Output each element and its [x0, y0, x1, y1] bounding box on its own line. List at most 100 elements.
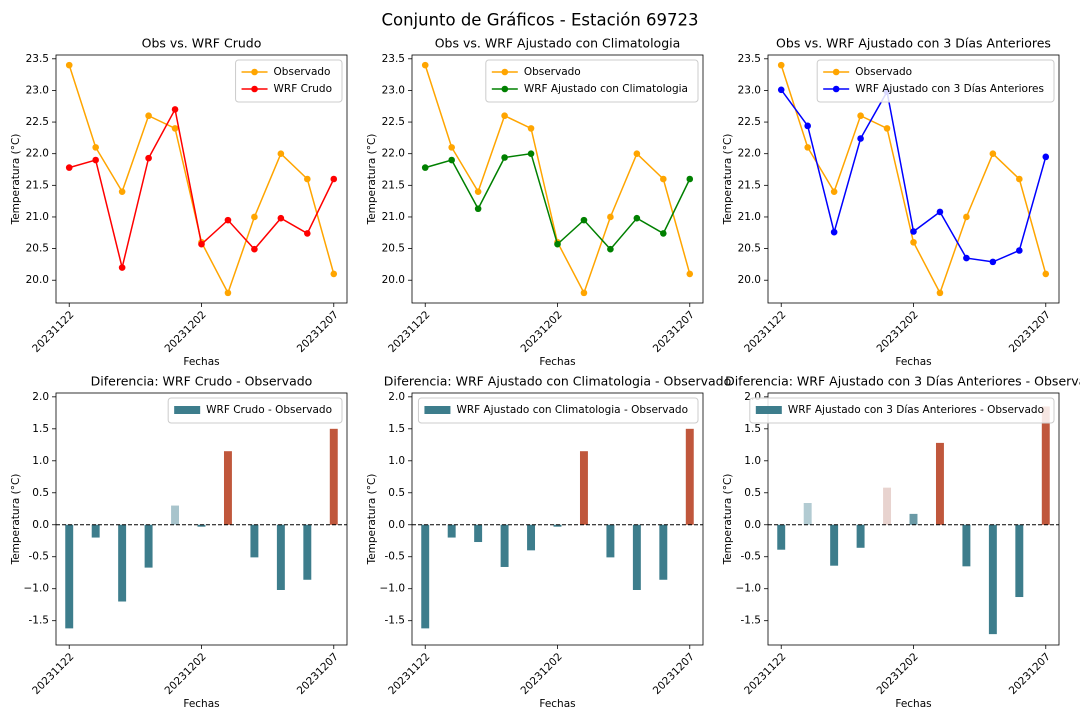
marker	[777, 86, 785, 94]
y-tick-label: 0.0	[388, 519, 405, 531]
legend-box	[485, 59, 699, 103]
bar	[685, 428, 694, 525]
marker	[171, 106, 179, 113]
y-tick-label: 1.0	[388, 455, 405, 467]
bar	[659, 524, 668, 580]
bar	[144, 524, 153, 568]
y-axis-label: Temperatura (°C)	[366, 134, 378, 226]
marker	[65, 61, 73, 69]
subplot-title: Obs vs. WRF Ajustado con Climatologia	[435, 36, 681, 51]
legend-box	[417, 397, 699, 424]
bar	[197, 524, 206, 527]
bar	[988, 524, 997, 635]
y-tick-label: 0.5	[32, 487, 49, 499]
marker	[501, 154, 508, 161]
marker	[145, 112, 152, 120]
y-tick-label: -0.5	[741, 551, 762, 563]
y-tick-label: 1.5	[388, 423, 405, 435]
bar	[1015, 524, 1024, 598]
y-axis-label: Temperatura (°C)	[722, 134, 734, 226]
bar	[223, 451, 232, 525]
marker	[936, 289, 944, 297]
marker	[474, 205, 482, 213]
marker	[448, 144, 455, 151]
x-axis-label: Fechas	[539, 356, 575, 368]
marker	[660, 175, 667, 183]
bar	[65, 524, 74, 629]
figure-title: Conjunto de Gráficos - Estación 69723	[381, 11, 698, 30]
marker	[251, 245, 258, 253]
legend-label: Observado	[274, 66, 331, 78]
axes-frame	[767, 54, 1060, 304]
y-tick-label: 1.0	[32, 455, 49, 467]
y-tick-label: 0.5	[744, 487, 761, 499]
marker	[554, 240, 561, 248]
plot-area	[412, 428, 703, 629]
marker	[607, 245, 614, 253]
plot-area	[65, 61, 338, 297]
y-axis-label: Temperatura (°C)	[10, 134, 22, 226]
bar	[447, 524, 456, 538]
bar	[553, 524, 562, 527]
marker	[660, 230, 667, 237]
y-tick-label: 1.0	[744, 455, 761, 467]
legend-box	[749, 397, 1055, 424]
y-tick-label: 20.0	[382, 274, 405, 286]
y-tick-label: 22.0	[382, 148, 405, 160]
legend-marker	[251, 85, 258, 93]
y-axis-label: Temperatura (°C)	[10, 474, 22, 566]
marker	[304, 175, 311, 183]
y-tick-label: 2.0	[388, 391, 405, 403]
marker	[1042, 153, 1050, 161]
marker	[92, 156, 99, 164]
legend-box	[235, 59, 343, 103]
marker	[607, 213, 614, 221]
y-tick-label: 23.0	[382, 84, 405, 96]
y-tick-label: 1.5	[744, 423, 761, 435]
y-tick-label: 22.0	[26, 148, 49, 160]
bar	[250, 524, 259, 558]
legend: WRF Ajustado con 3 Días Anteriores - Obs…	[749, 397, 1055, 424]
bar	[606, 524, 615, 558]
bar	[632, 524, 641, 590]
subplot-title: Obs vs. WRF Ajustado con 3 Días Anterior…	[776, 36, 1051, 51]
marker	[686, 175, 694, 183]
y-tick-label: 21.0	[738, 211, 761, 223]
marker	[580, 289, 588, 297]
plot-area	[777, 61, 1050, 297]
marker	[145, 154, 152, 162]
legend: WRF Ajustado con Climatologia - Observad…	[417, 397, 699, 424]
x-axis-label: Fechas	[183, 698, 219, 710]
marker	[277, 150, 285, 157]
marker	[936, 208, 944, 216]
legend-marker	[501, 85, 509, 93]
bar	[303, 524, 312, 580]
axes-frame	[411, 54, 704, 304]
marker	[777, 61, 785, 69]
marker	[501, 112, 508, 120]
y-tick-label: 20.0	[738, 274, 761, 286]
bar	[883, 487, 892, 525]
y-tick-label: 22.0	[738, 148, 761, 160]
bar	[962, 524, 971, 567]
y-tick-label: 23.0	[738, 84, 761, 96]
bar	[171, 505, 180, 525]
marker	[474, 188, 482, 195]
legend-label: Observado	[855, 66, 912, 78]
bar	[777, 524, 786, 550]
legend-box	[167, 397, 343, 424]
marker	[251, 213, 258, 221]
subplot: Diferencia: WRF Crudo - Observado Fechas T…	[10, 374, 348, 710]
bar	[118, 524, 127, 602]
marker	[527, 125, 535, 132]
marker	[330, 270, 338, 278]
legend-swatch	[755, 406, 782, 414]
marker	[304, 230, 311, 237]
marker	[989, 150, 997, 157]
marker	[224, 289, 232, 297]
y-tick-label: -1.5	[741, 615, 762, 627]
axes-frame	[411, 392, 704, 646]
y-tick-label: 22.5	[26, 116, 49, 128]
